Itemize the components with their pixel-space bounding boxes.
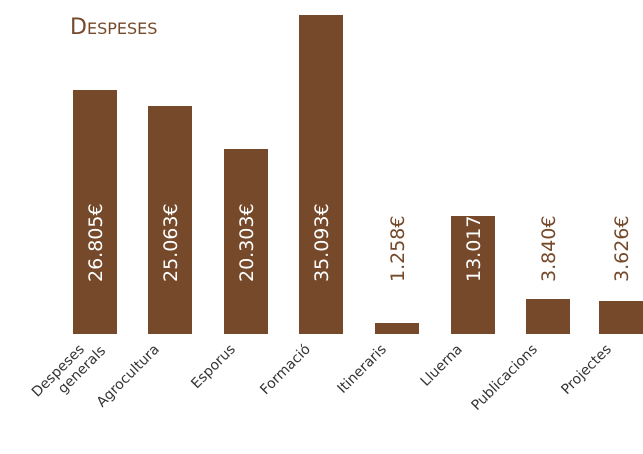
chart-title: DESPESES	[70, 15, 157, 40]
category-label-8: Projectes	[558, 342, 614, 398]
value-labels-group: 26.805€ 25.063€ 20.303€ 35.093€ 1.258€ 13.017…	[85, 203, 633, 282]
bar-5	[375, 323, 419, 334]
bars-group	[73, 15, 643, 334]
bar-2	[148, 106, 192, 334]
value-label-4: 35.093€	[311, 203, 333, 282]
value-label-1: 26.805€	[85, 203, 107, 282]
bar-1	[73, 90, 117, 334]
bar-6	[451, 216, 495, 334]
value-label-3: 20.303€	[236, 203, 258, 282]
bar-8	[599, 301, 643, 334]
category-label-5: Itineraris	[334, 342, 389, 397]
category-label-4: Formació	[257, 342, 314, 399]
category-label-3: Esporus	[188, 342, 239, 393]
value-label-8: 3.626€	[611, 216, 633, 282]
value-label-2: 25.063€	[160, 203, 182, 282]
bar-7	[526, 299, 570, 334]
bar-3	[224, 149, 268, 334]
value-label-5: 1.258€	[387, 216, 409, 282]
category-label-6: Lluerna	[418, 342, 466, 390]
bar-4	[299, 15, 343, 334]
value-label-6: 13.017€	[463, 203, 485, 282]
category-label-7: Publicacions	[468, 342, 540, 414]
value-label-7: 3.840€	[538, 216, 560, 282]
